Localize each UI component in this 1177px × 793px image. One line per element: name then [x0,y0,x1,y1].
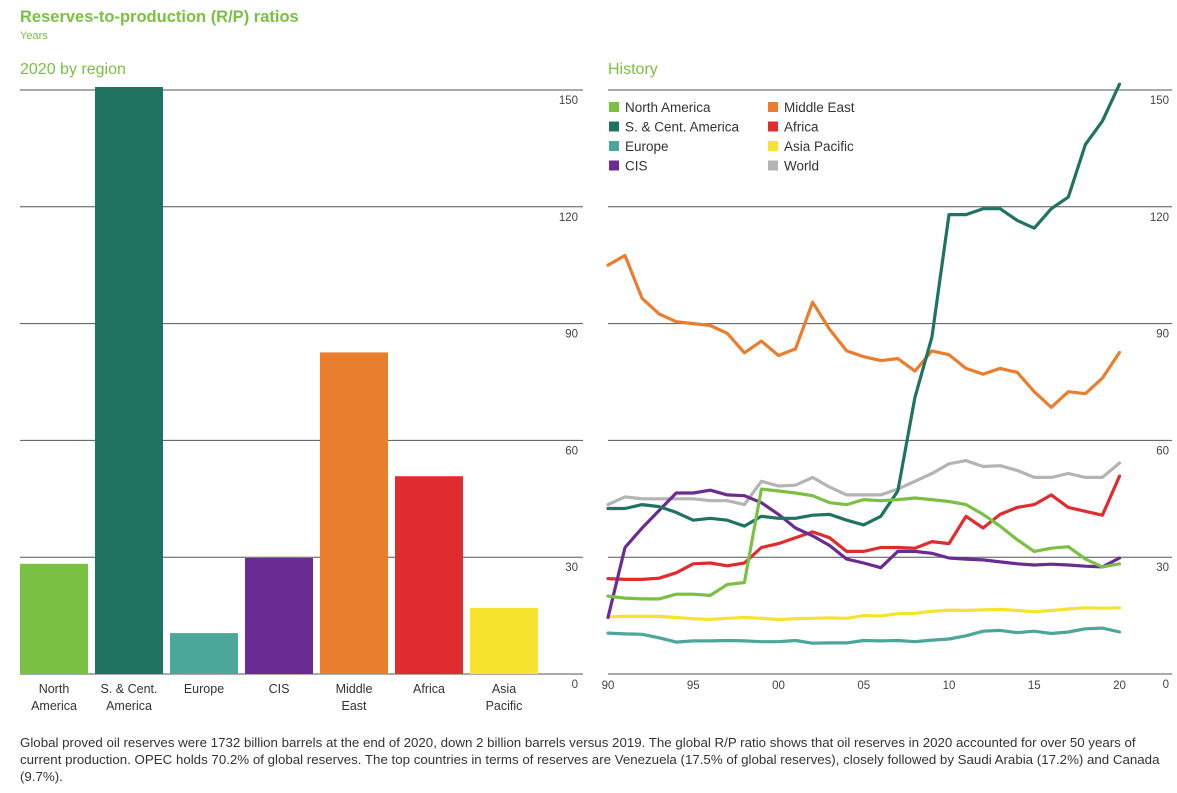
series-line [606,487,1122,601]
legend-swatch [609,121,619,132]
legend-swatch [609,102,619,112]
legend-label: Asia Pacific [784,139,854,154]
y-tick-label: 60 [1156,445,1169,457]
series-line [606,488,1122,620]
series-line [606,606,1122,622]
line-chart: 0 30 60 90 120 150 90 95 00 05 10 15 20 North America… [602,82,1172,692]
y-tick-label: 90 [1156,329,1169,341]
legend-label: Middle East [784,100,855,115]
x-tick-label: 05 [857,680,870,692]
category-label: America [31,699,77,713]
category-label: S. & Cent. [101,682,158,696]
caption-text: Global proved oil reserves were 1732 bil… [20,735,1160,784]
x-tick-label: 20 [1113,680,1126,692]
series-line [606,474,1122,582]
y-tick-label: 30 [1156,562,1169,574]
bar [470,607,538,674]
bar [95,87,163,674]
legend-swatch [768,102,778,112]
category-label: CIS [269,682,290,696]
y-tick-label: 0 [1163,679,1169,691]
legend-label: CIS [625,159,648,174]
legend-swatch [768,121,778,132]
series-line [606,253,1122,409]
x-tick-label: 00 [772,680,785,692]
x-tick-label: 90 [602,680,615,692]
legend-label: Africa [784,120,819,135]
legend-label: S. & Cent. America [625,120,740,135]
line-panel-title: History [608,61,658,78]
x-tick-label: 10 [943,680,956,692]
bar [20,563,88,674]
legend: North America S. & Cent. America Europe CIS… [609,100,855,174]
y-tick-label: 150 [559,95,578,107]
category-label: America [106,699,152,713]
x-tick-label: 15 [1028,680,1041,692]
legend-label: North America [625,100,711,115]
category-label: Africa [413,682,445,696]
y-tick-label: 0 [572,679,578,691]
series-lines [606,82,1122,645]
chart-subtitle-units: Years [20,30,48,42]
legend-swatch [609,141,619,151]
bar-panel-title: 2020 by region [20,61,126,78]
category-label: Pacific [486,699,523,713]
bar [320,352,388,674]
category-label: Europe [184,682,224,696]
bar [395,476,463,674]
y-tick-label: 150 [1150,95,1169,107]
bars: North America S. & Cent. America Europe CIS Mi… [20,87,538,713]
y-tick-label: 30 [565,562,578,574]
y-tick-label: 60 [565,445,578,457]
category-label: Asia [492,682,516,696]
chart-title: Reserves-to-production (R/P) ratios [20,8,299,26]
bar [245,557,313,674]
y-tick-label: 120 [559,212,578,224]
bar [170,633,238,674]
y-tick-label: 120 [1150,212,1169,224]
legend-label: Europe [625,139,669,154]
series-line [606,459,1122,507]
legend-swatch [609,160,619,171]
series-line [606,82,1122,528]
y-tick-label: 90 [565,329,578,341]
legend-swatch [768,141,778,151]
category-label: Middle [336,682,373,696]
legend-label: World [784,159,819,174]
x-tick-label: 95 [687,680,700,692]
legend-swatch [768,160,778,171]
category-label: North [39,682,70,696]
category-label: East [341,699,367,713]
bar-chart: 0 30 60 90 120 150 North America S. & Cent. Ameri… [20,87,583,713]
series-line [606,626,1122,645]
line-grid: 0 30 60 90 120 150 90 95 00 05 10 15 20 [602,89,1172,692]
